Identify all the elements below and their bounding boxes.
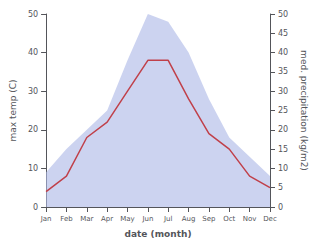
svg-text:20: 20 xyxy=(278,125,288,134)
svg-text:Feb: Feb xyxy=(60,215,73,223)
svg-text:10: 10 xyxy=(278,164,288,173)
svg-text:40: 40 xyxy=(28,48,38,57)
svg-text:0: 0 xyxy=(33,203,38,212)
svg-text:25: 25 xyxy=(278,106,288,115)
svg-text:Apr: Apr xyxy=(101,215,113,223)
svg-text:15: 15 xyxy=(278,145,288,154)
svg-text:30: 30 xyxy=(278,87,288,96)
svg-text:35: 35 xyxy=(278,67,288,76)
svg-text:med. precipitation (kg/m2): med. precipitation (kg/m2) xyxy=(299,50,309,171)
svg-text:50: 50 xyxy=(28,10,38,19)
svg-text:Sep: Sep xyxy=(202,215,216,223)
svg-text:45: 45 xyxy=(278,29,288,38)
svg-text:0: 0 xyxy=(278,203,283,212)
svg-text:Nov: Nov xyxy=(243,215,257,223)
svg-text:May: May xyxy=(120,215,134,223)
svg-text:50: 50 xyxy=(278,10,288,19)
svg-text:Jun: Jun xyxy=(141,215,153,223)
svg-text:40: 40 xyxy=(278,48,288,57)
svg-text:20: 20 xyxy=(28,125,38,134)
svg-text:Aug: Aug xyxy=(182,215,196,223)
svg-text:Jan: Jan xyxy=(40,215,52,223)
svg-text:date (month): date (month) xyxy=(125,229,192,239)
svg-text:5: 5 xyxy=(278,183,283,192)
svg-text:10: 10 xyxy=(28,164,38,173)
svg-text:Mar: Mar xyxy=(80,215,93,223)
svg-text:30: 30 xyxy=(28,87,38,96)
svg-text:max temp (C): max temp (C) xyxy=(8,79,18,141)
svg-text:Jul: Jul xyxy=(163,215,173,223)
svg-text:Oct: Oct xyxy=(223,215,235,223)
svg-text:Dec: Dec xyxy=(263,215,277,223)
